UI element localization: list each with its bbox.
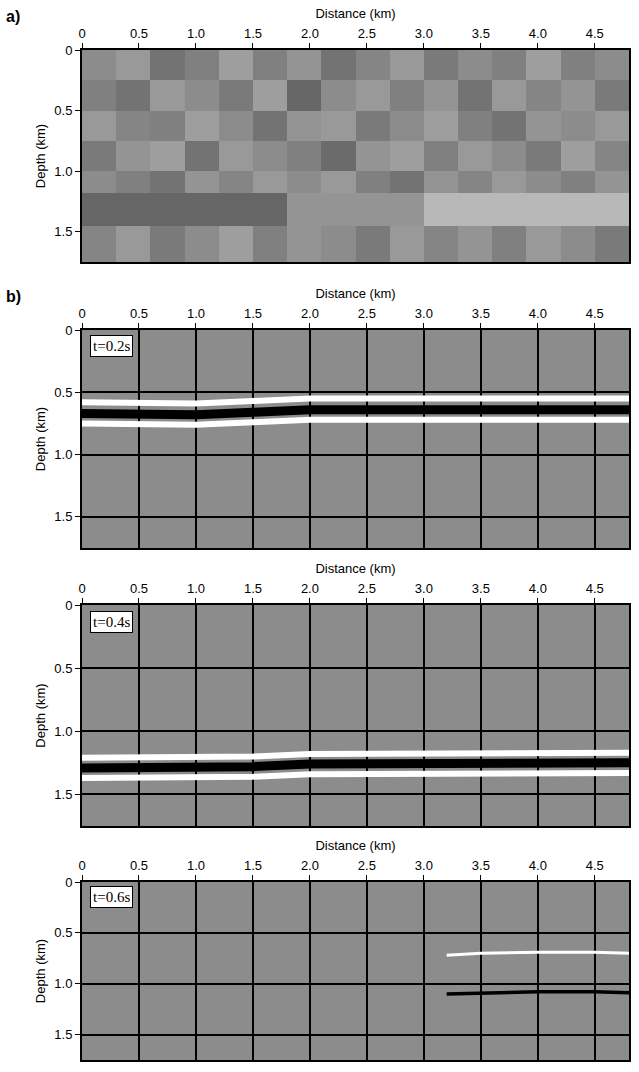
svg-text:2.5: 2.5 [358, 858, 376, 873]
svg-text:0: 0 [65, 598, 72, 613]
svg-text:t=0.4s: t=0.4s [93, 614, 130, 630]
svg-text:0.5: 0.5 [54, 385, 72, 400]
svg-text:t=0.6s: t=0.6s [93, 889, 130, 905]
svg-text:1.5: 1.5 [244, 26, 262, 41]
svg-text:1.0: 1.0 [54, 976, 72, 991]
svg-text:2.0: 2.0 [301, 581, 319, 596]
svg-text:0: 0 [78, 26, 85, 41]
svg-text:Distance (km): Distance (km) [315, 286, 395, 301]
svg-text:Distance (km): Distance (km) [315, 6, 395, 21]
svg-text:1.5: 1.5 [244, 581, 262, 596]
svg-text:0.5: 0.5 [130, 581, 148, 596]
svg-text:1.0: 1.0 [54, 447, 72, 462]
svg-text:1.0: 1.0 [187, 306, 205, 321]
svg-text:Distance (km): Distance (km) [315, 838, 395, 853]
svg-text:0: 0 [78, 306, 85, 321]
svg-text:Distance (km): Distance (km) [315, 561, 395, 576]
svg-text:1.0: 1.0 [54, 164, 72, 179]
svg-text:Depth (km): Depth (km) [33, 407, 48, 471]
svg-text:3.0: 3.0 [415, 858, 433, 873]
svg-text:4.5: 4.5 [586, 581, 604, 596]
svg-text:a): a) [6, 8, 20, 25]
svg-text:3.5: 3.5 [472, 858, 490, 873]
svg-text:2.5: 2.5 [358, 306, 376, 321]
svg-text:2.0: 2.0 [301, 26, 319, 41]
svg-text:0: 0 [65, 875, 72, 890]
svg-text:0.5: 0.5 [54, 661, 72, 676]
svg-text:3.5: 3.5 [472, 26, 490, 41]
svg-text:4.5: 4.5 [586, 306, 604, 321]
svg-text:0.5: 0.5 [54, 925, 72, 940]
svg-text:3.0: 3.0 [415, 306, 433, 321]
svg-text:1.0: 1.0 [187, 581, 205, 596]
svg-text:0.5: 0.5 [54, 103, 72, 118]
svg-text:Depth (km): Depth (km) [33, 683, 48, 747]
svg-text:4.5: 4.5 [586, 26, 604, 41]
svg-text:2.5: 2.5 [358, 581, 376, 596]
svg-text:3.5: 3.5 [472, 306, 490, 321]
svg-text:3.5: 3.5 [472, 581, 490, 596]
svg-text:1.0: 1.0 [187, 858, 205, 873]
svg-text:1.5: 1.5 [54, 224, 72, 239]
svg-text:4.5: 4.5 [586, 858, 604, 873]
svg-text:3.0: 3.0 [415, 581, 433, 596]
svg-text:0.5: 0.5 [130, 26, 148, 41]
svg-text:4.0: 4.0 [529, 306, 547, 321]
svg-text:2.5: 2.5 [358, 26, 376, 41]
svg-text:1.5: 1.5 [54, 1027, 72, 1042]
svg-text:1.0: 1.0 [187, 26, 205, 41]
svg-text:0: 0 [78, 858, 85, 873]
svg-text:1.0: 1.0 [54, 724, 72, 739]
svg-text:2.0: 2.0 [301, 306, 319, 321]
svg-text:t=0.2s: t=0.2s [93, 338, 130, 354]
svg-text:4.0: 4.0 [529, 858, 547, 873]
svg-text:0: 0 [65, 43, 72, 58]
svg-text:Depth (km): Depth (km) [33, 124, 48, 188]
svg-text:4.0: 4.0 [529, 581, 547, 596]
svg-text:Depth (km): Depth (km) [33, 939, 48, 1003]
svg-text:3.0: 3.0 [415, 26, 433, 41]
svg-text:0.5: 0.5 [130, 858, 148, 873]
svg-text:0.5: 0.5 [130, 306, 148, 321]
svg-text:1.5: 1.5 [54, 509, 72, 524]
svg-text:4.0: 4.0 [529, 26, 547, 41]
svg-text:1.5: 1.5 [244, 858, 262, 873]
svg-text:0: 0 [65, 323, 72, 338]
svg-text:1.5: 1.5 [54, 787, 72, 802]
svg-text:2.0: 2.0 [301, 858, 319, 873]
svg-text:0: 0 [78, 581, 85, 596]
svg-text:1.5: 1.5 [244, 306, 262, 321]
svg-text:b): b) [6, 288, 21, 305]
